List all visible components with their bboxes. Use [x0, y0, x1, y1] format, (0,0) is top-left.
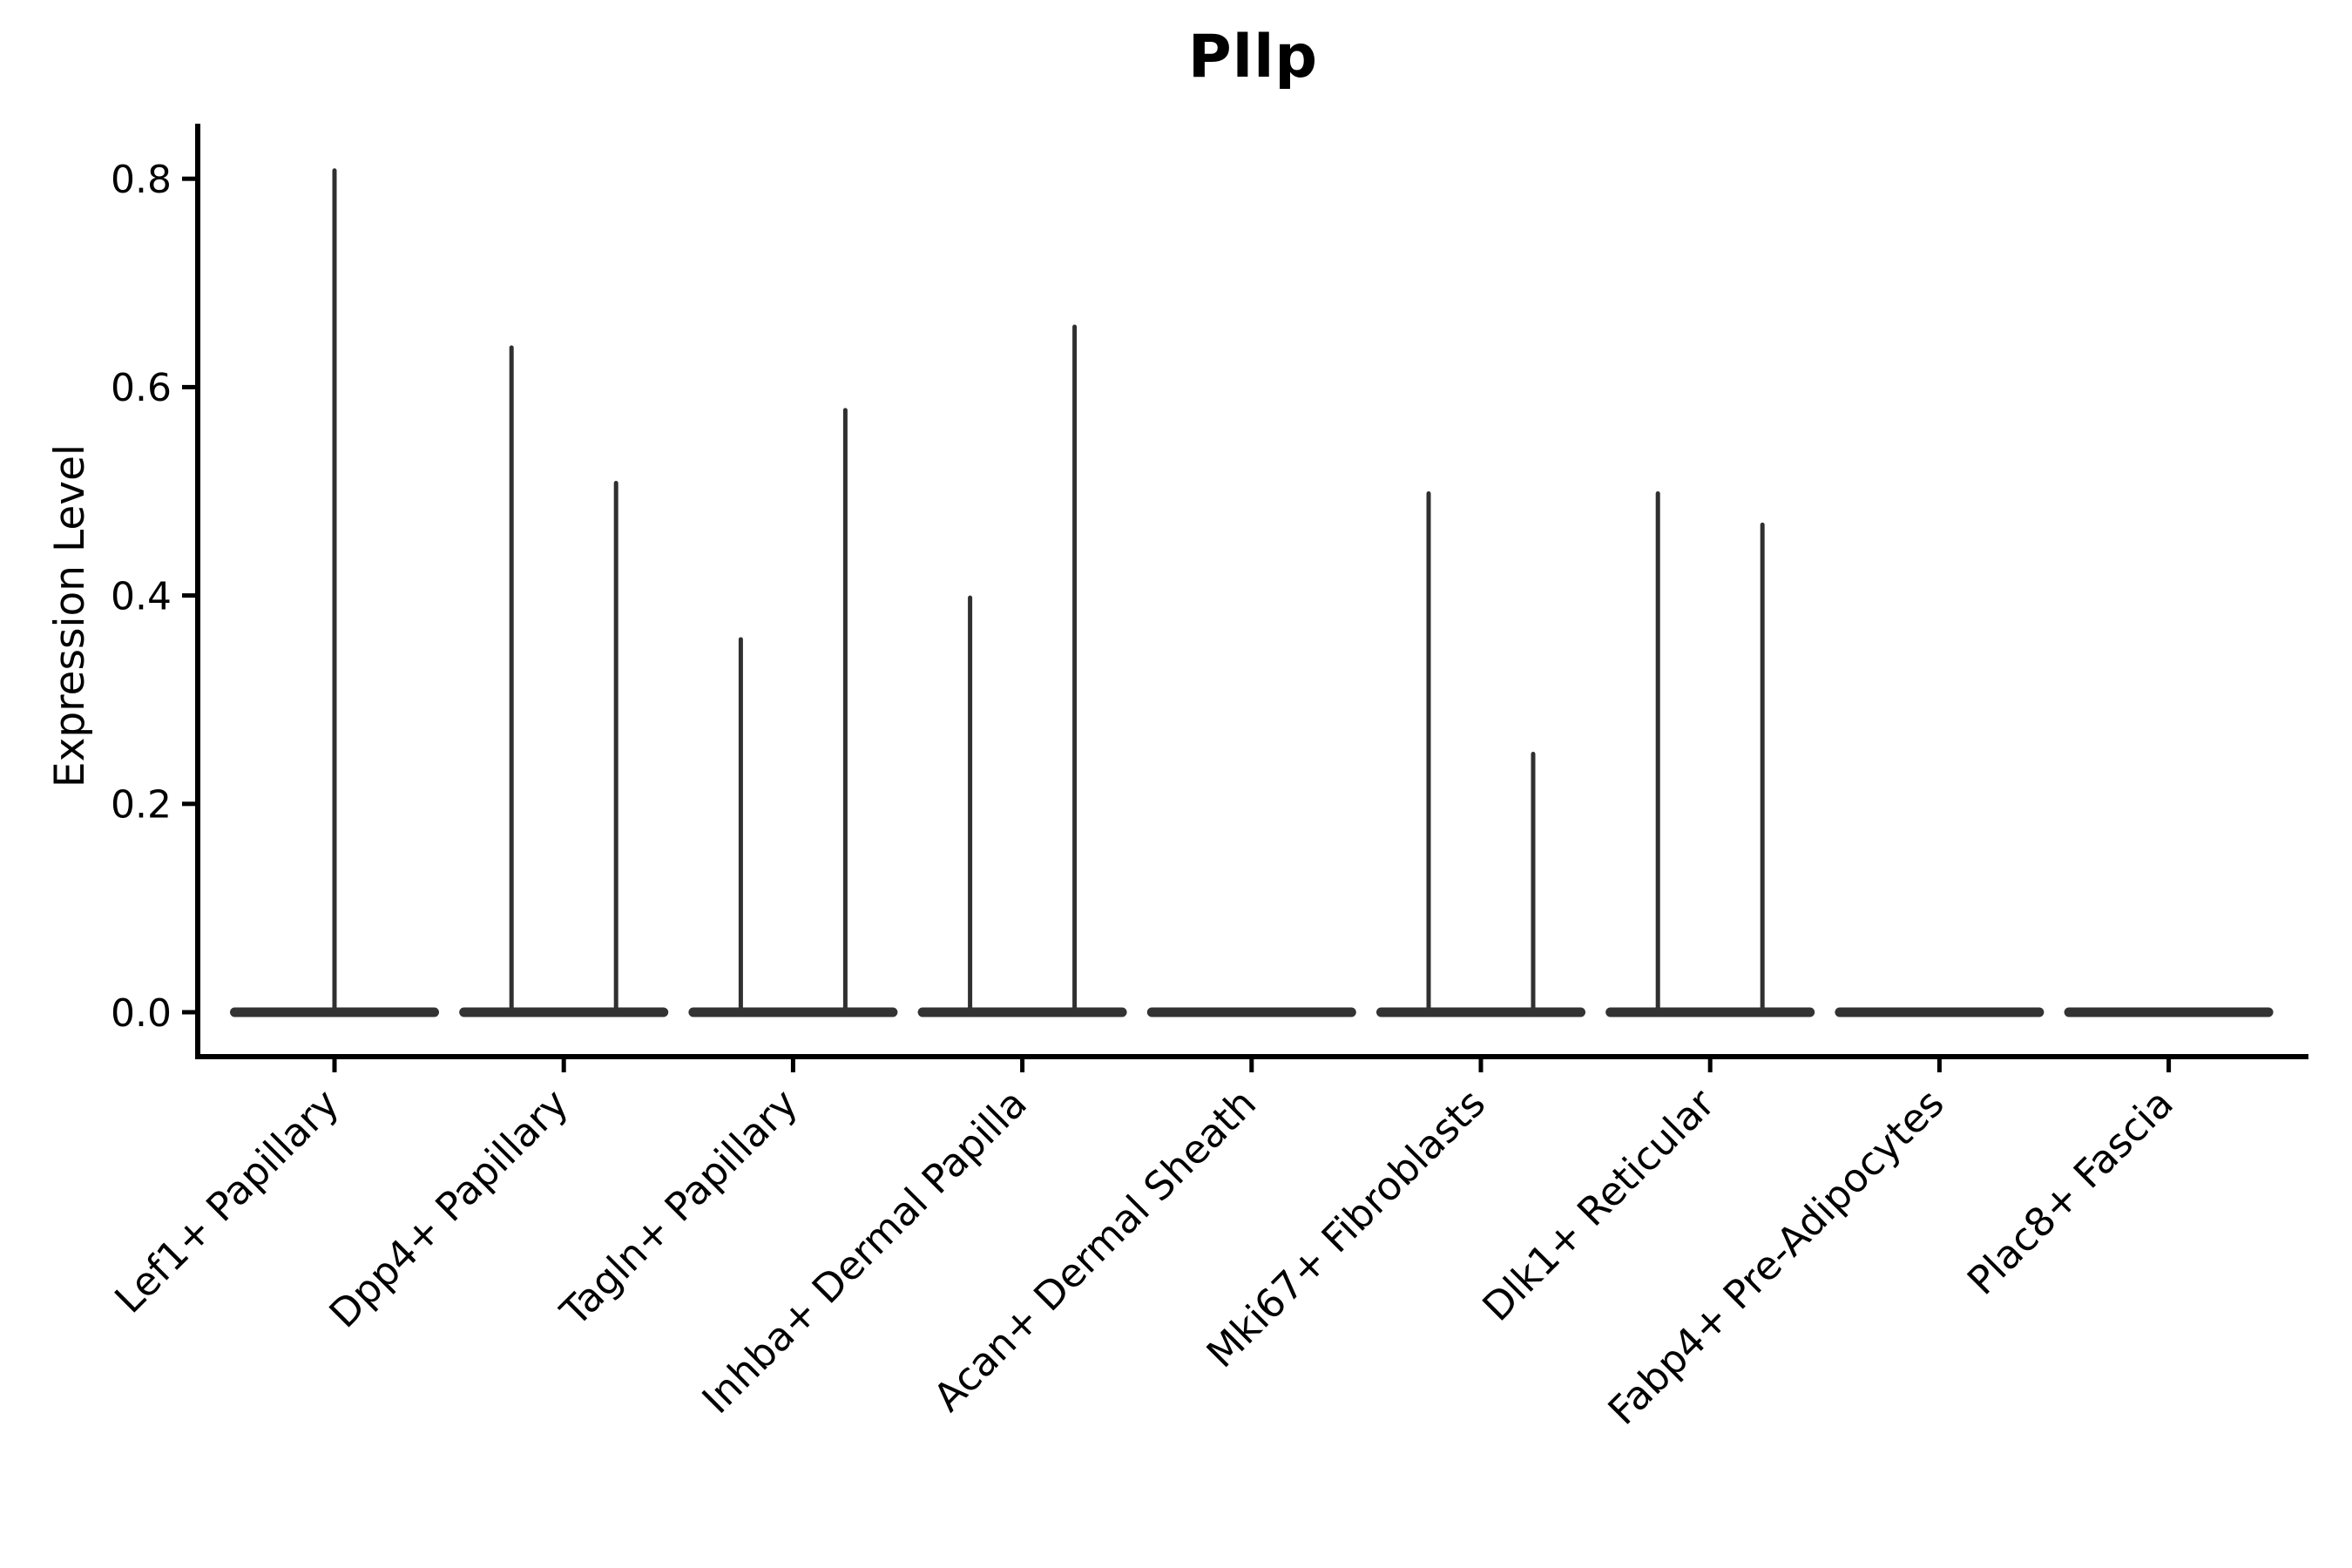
x-tick-mark [1936, 1059, 1942, 1072]
violin-body [1146, 1007, 1356, 1017]
violin-needle [1072, 324, 1078, 1016]
y-tick-mark [182, 801, 195, 807]
violin-body [688, 1007, 898, 1017]
x-tick-mark [2166, 1059, 2172, 1072]
violin-needle [1760, 522, 1765, 1016]
x-category-label: Plac8+ Fascia [1958, 1080, 2182, 1304]
y-tick-label: 0.8 [111, 158, 172, 202]
x-category-label: Lef1+ Papillary [105, 1080, 348, 1322]
violin-body [459, 1007, 669, 1017]
y-tick-mark [182, 593, 195, 598]
x-tick-mark [332, 1059, 337, 1072]
violin-needle [509, 345, 514, 1016]
x-tick-mark [790, 1059, 795, 1072]
y-tick-label: 0.6 [111, 366, 172, 410]
x-tick-mark [1249, 1059, 1254, 1072]
x-category-label: Dlk1+ Reticular [1474, 1079, 1724, 1329]
violin-body [230, 1007, 439, 1017]
y-tick-mark [182, 1010, 195, 1015]
x-tick-mark [1707, 1059, 1713, 1072]
violin-body [917, 1007, 1127, 1017]
x-tick-mark [1478, 1059, 1484, 1072]
violin-needle [1655, 491, 1660, 1016]
violin-needle [968, 595, 973, 1016]
violin-body [1835, 1007, 2044, 1017]
violin-body [2064, 1007, 2274, 1017]
x-tick-mark [1020, 1059, 1025, 1072]
y-tick-label: 0.4 [111, 574, 172, 618]
y-tick-mark [182, 176, 195, 181]
violin-needle [1426, 491, 1431, 1016]
violin-needle [332, 168, 337, 1017]
violin-needle [613, 481, 618, 1016]
x-category-label: Tagln+ Papillary [551, 1080, 806, 1335]
y-tick-mark [182, 384, 195, 389]
y-tick-label: 0.2 [111, 783, 172, 828]
x-axis-spine [195, 1054, 2308, 1059]
violin-body [1605, 1007, 1815, 1017]
violin-needle [1531, 752, 1536, 1016]
x-category-label: Dpp4+ Papillary [321, 1080, 578, 1337]
chart-title: Pllp [1187, 23, 1319, 91]
violin-body [1376, 1007, 1585, 1017]
y-tick-label: 0.0 [111, 991, 172, 1036]
x-tick-mark [561, 1059, 566, 1072]
violin-needle [738, 637, 743, 1016]
y-axis-spine [195, 124, 200, 1059]
violin-needle [842, 408, 848, 1016]
